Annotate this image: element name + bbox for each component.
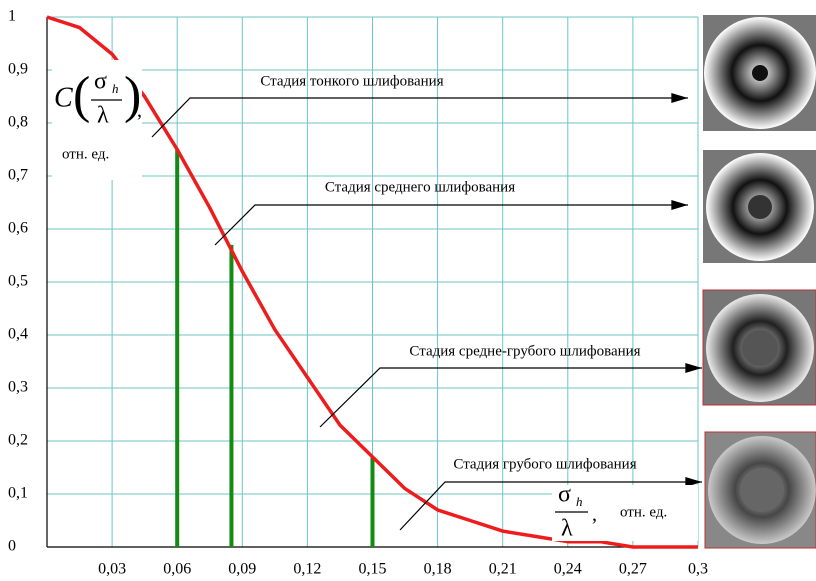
y-tick-label: 1 (8, 8, 16, 25)
y-tick-label: 0,2 (8, 432, 28, 449)
x-tick-label: 0,3 (688, 561, 708, 578)
x-tick-label: 0,18 (424, 561, 452, 578)
x-tick-label: 0,15 (359, 561, 387, 578)
y-label-denominator: λ (97, 103, 109, 129)
y-axis-label: C ( σ h λ ) , отн. ед. (52, 60, 142, 180)
x-axis-label: σ h λ , отн. ед. (552, 482, 698, 542)
annotation: Стадия средне-грубого шлифования (409, 343, 640, 359)
x-tick-label: 0,24 (554, 561, 582, 578)
y-tick-label: 0,6 (8, 220, 28, 237)
x-tick-label: 0,06 (163, 561, 191, 578)
annotation: Стадия среднего шлифования (325, 179, 515, 195)
images (703, 15, 816, 548)
y-tick-label: 0 (8, 538, 16, 555)
y-tick-label: 0,1 (8, 485, 28, 502)
x-label-separator: , (592, 504, 597, 526)
x-label-unit: отн. ед. (620, 504, 667, 520)
y-tick-label: 0,5 (8, 273, 28, 290)
y-label-separator: , (137, 100, 142, 122)
x-tick-label: 0,21 (489, 561, 517, 578)
y-label-numerator: σ (94, 69, 107, 95)
y-label-subscript: h (112, 81, 119, 96)
annotation: Стадия тонкого шлифования (260, 73, 443, 89)
annotation: Стадия грубого шлифования (453, 456, 636, 472)
x-tick-label: 0,03 (98, 561, 126, 578)
x-label-subscript: h (576, 494, 583, 509)
y-label-symbol: C (54, 82, 73, 113)
chart: 0 0,1 0,2 0,3 0,4 0,5 0,6 0,7 0,8 0,9 1 0,03 0,06 0,0… (0, 0, 816, 581)
y-tick-label: 0,8 (8, 114, 28, 131)
y-label-unit: отн. ед. (62, 146, 109, 162)
y-tick-label: 0,3 (8, 379, 28, 396)
x-tick-label: 0,12 (293, 561, 321, 578)
y-tick-label: 0,9 (8, 61, 28, 78)
x-tick-label: 0,27 (619, 561, 647, 578)
x-label-numerator: σ (558, 482, 571, 508)
x-tick-label: 0,09 (228, 561, 256, 578)
y-tick-label: 0,4 (8, 326, 28, 343)
y-tick-label: 0,7 (8, 167, 28, 184)
paren: ( (73, 67, 90, 124)
x-label-denominator: λ (561, 516, 573, 542)
